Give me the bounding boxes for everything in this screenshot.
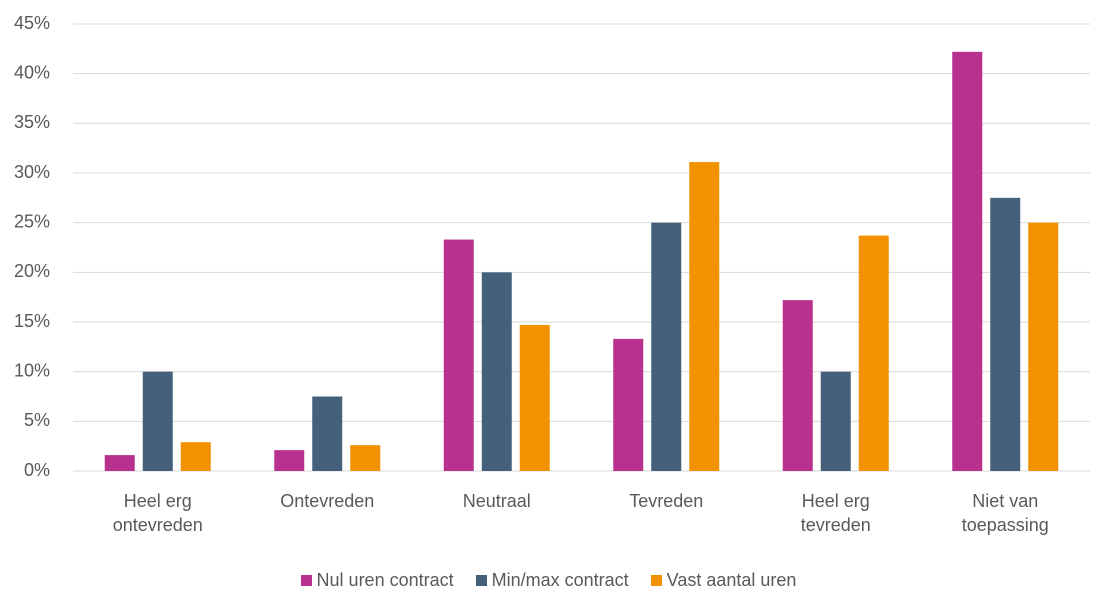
bar [104,455,135,471]
bar [651,222,682,471]
legend-label: Nul uren contract [316,570,454,590]
legend-swatch [650,575,662,586]
bar [820,371,851,471]
bar [481,272,512,471]
legend-label: Vast aantal uren [666,570,797,590]
x-tick-label: Tevreden [629,491,704,511]
bar [613,338,644,471]
y-tick-label: 25% [14,211,50,231]
y-tick-label: 40% [14,62,50,82]
y-tick-label: 20% [14,261,50,281]
x-tick-label: Ontevreden [280,491,375,511]
bar [274,450,305,471]
legend-swatch [475,575,487,586]
bar [180,442,211,471]
bar [952,51,983,472]
x-tick-label: Heel erg tevreden [800,491,871,535]
y-tick-label: 10% [14,360,50,380]
legend-swatch [300,575,312,586]
y-tick-label: 15% [14,311,50,331]
y-tick-label: 35% [14,112,50,132]
y-tick-label: 0% [24,460,50,480]
y-tick-label: 30% [14,162,50,182]
bar [990,197,1021,472]
bar [443,239,474,471]
legend-label: Min/max contract [491,570,629,590]
x-tick-label: Niet van toepassing [961,491,1049,535]
bar [142,371,173,471]
bar [782,300,813,471]
bar [519,324,550,471]
y-tick-label: 45% [14,13,50,33]
x-tick-label: Neutraal [462,491,531,511]
bar [858,235,889,471]
plot-area: 0% 5% 10% 15% 20% 25% 30% 35% 40% 45% [14,13,1090,480]
bar [689,162,720,471]
legend: Nul uren contract Min/max contract Vast aa… [0,570,1097,591]
legend-item: Min/max contract [475,570,629,591]
bar [1028,222,1059,471]
bar [350,445,381,471]
legend-item: Nul uren contract [300,570,454,591]
x-tick-label: Heel erg ontevreden [112,491,203,535]
y-tick-label: 5% [24,410,50,430]
legend-item: Vast aantal uren [650,570,797,591]
bar [312,396,343,471]
